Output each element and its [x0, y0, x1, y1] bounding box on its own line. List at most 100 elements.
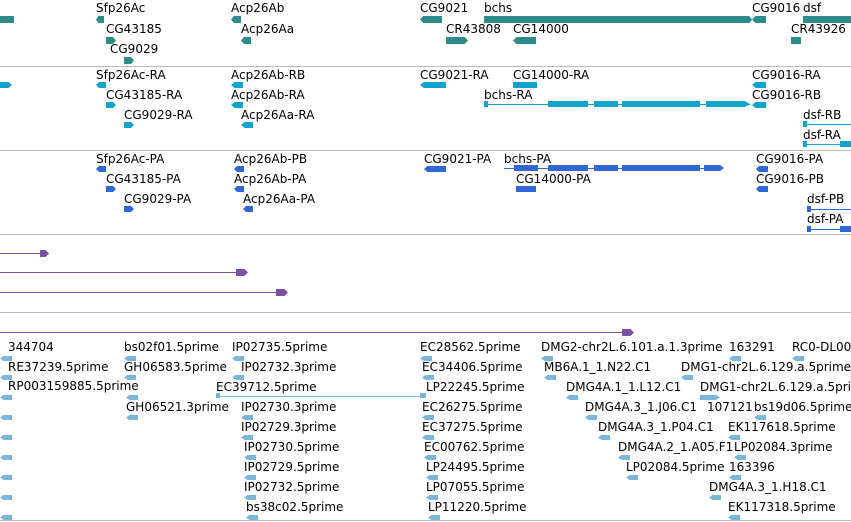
- purple-line[interactable]: [0, 292, 276, 293]
- est-label[interactable]: DMG2-chr2L.6.101.a.1.3prime: [541, 340, 723, 354]
- est-label[interactable]: IP02730.3prime: [241, 400, 337, 414]
- est-feature[interactable]: [544, 375, 556, 380]
- est-label[interactable]: EC28562.5prime: [420, 340, 521, 354]
- protein-label[interactable]: CG9016-PA: [756, 152, 824, 166]
- purple-line[interactable]: [0, 332, 624, 333]
- mrna-feature[interactable]: [231, 82, 243, 88]
- protein-label[interactable]: CG9021-PA: [424, 152, 492, 166]
- est-feature[interactable]: [244, 475, 256, 480]
- protein-feature[interactable]: [424, 166, 446, 172]
- est-label[interactable]: LP11220.5prime: [428, 500, 527, 514]
- est-feature[interactable]: [754, 415, 766, 420]
- protein-feature[interactable]: [756, 186, 768, 192]
- est-feature[interactable]: [0, 415, 12, 420]
- mrna-label[interactable]: CG9016-RA: [752, 68, 821, 82]
- est-label[interactable]: GH06521.3prime: [126, 400, 229, 414]
- est-feature[interactable]: [700, 395, 720, 400]
- est-feature[interactable]: [0, 455, 12, 460]
- gene-feature[interactable]: [241, 37, 251, 44]
- est-feature[interactable]: [709, 495, 721, 500]
- est-feature[interactable]: [420, 356, 432, 361]
- mrna-label[interactable]: CG9029-RA: [124, 108, 193, 122]
- mrna-label[interactable]: CG14000-RA: [513, 68, 590, 82]
- est-label[interactable]: EC39712.5prime: [216, 380, 317, 394]
- protein-feature[interactable]: [243, 206, 253, 212]
- est-label[interactable]: EC34406.5prime: [422, 360, 523, 374]
- est-feature[interactable]: [232, 356, 244, 361]
- est-label[interactable]: DMG4A.3_1.P04.C1: [598, 420, 714, 434]
- est-feature[interactable]: [792, 356, 804, 361]
- est-feature[interactable]: [0, 356, 12, 361]
- protein-label[interactable]: dsf-PA: [807, 212, 844, 226]
- mrna-feature[interactable]: [484, 101, 488, 107]
- gene-feature[interactable]: [791, 37, 801, 44]
- est-label[interactable]: EK117618.5prime: [728, 420, 836, 434]
- mrna-label[interactable]: dsf-RB: [803, 108, 842, 122]
- mrna-feature[interactable]: [752, 82, 766, 88]
- mrna-feature[interactable]: [231, 102, 243, 108]
- protein-label[interactable]: CG9016-PB: [756, 172, 825, 186]
- purple-line[interactable]: [0, 272, 236, 273]
- protein-feature[interactable]: [807, 226, 811, 232]
- est-label[interactable]: 107121: [707, 400, 753, 414]
- est-feature[interactable]: [241, 415, 253, 420]
- est-feature[interactable]: [246, 515, 258, 520]
- est-feature[interactable]: [0, 495, 12, 500]
- est-label[interactable]: DMG4A.1_1.L12.C1: [566, 380, 682, 394]
- gene-label[interactable]: CG43185: [106, 22, 162, 36]
- est-feature[interactable]: [126, 415, 138, 420]
- purple-line[interactable]: [0, 253, 42, 254]
- est-feature[interactable]: [124, 356, 136, 361]
- protein-feature[interactable]: [234, 186, 244, 192]
- mrna-feature[interactable]: [96, 82, 106, 88]
- est-feature[interactable]: [0, 475, 12, 480]
- est-label[interactable]: DMG1-chr2L.6.129.a.5prime: [681, 360, 851, 374]
- est-label[interactable]: bs19d06.5prime: [754, 400, 851, 414]
- est-feature[interactable]: [598, 435, 610, 440]
- mrna-label[interactable]: dsf-RA: [803, 128, 841, 142]
- gene-feature[interactable]: [513, 37, 536, 44]
- mrna-feature[interactable]: [803, 121, 807, 127]
- est-feature[interactable]: [422, 375, 434, 380]
- est-feature[interactable]: [626, 475, 638, 480]
- protein-feature[interactable]: [594, 165, 618, 171]
- est-label[interactable]: EC00762.5prime: [424, 440, 525, 454]
- est-feature[interactable]: [232, 375, 244, 380]
- est-feature[interactable]: [0, 375, 12, 380]
- est-label[interactable]: IP02735.5prime: [232, 340, 328, 354]
- est-feature[interactable]: [426, 475, 438, 480]
- est-label[interactable]: 163291: [729, 340, 775, 354]
- protein-feature[interactable]: [516, 186, 536, 192]
- est-feature[interactable]: [585, 415, 597, 420]
- est-feature[interactable]: [424, 455, 436, 460]
- est-label[interactable]: RC0-DL00: [792, 340, 851, 354]
- est-feature[interactable]: [422, 415, 434, 420]
- mrna-feature[interactable]: [124, 122, 134, 128]
- gene-feature[interactable]: [446, 37, 468, 44]
- gene-feature[interactable]: [96, 16, 104, 23]
- mrna-label[interactable]: CG43185-RA: [106, 88, 183, 102]
- mrna-label[interactable]: Acp26Aa-RA: [241, 108, 315, 122]
- est-label[interactable]: RE37239.5prime: [8, 360, 109, 374]
- gene-label[interactable]: CG9016: [752, 1, 801, 15]
- mrna-feature[interactable]: [106, 102, 116, 108]
- mrna-label[interactable]: Sfp26Ac-RA: [96, 68, 166, 82]
- est-feature[interactable]: [244, 495, 256, 500]
- gene-label[interactable]: Acp26Aa: [241, 22, 295, 36]
- protein-feature[interactable]: [622, 165, 700, 171]
- protein-feature[interactable]: [234, 166, 244, 172]
- est-label[interactable]: MB6A.1_1.N22.C1: [544, 360, 652, 374]
- est-feature[interactable]: [566, 395, 578, 400]
- est-label[interactable]: EK117318.5prime: [728, 500, 836, 514]
- est-label[interactable]: IP02732.5prime: [244, 480, 340, 494]
- mrna-label[interactable]: CG9016-RB: [752, 88, 822, 102]
- est-feature[interactable]: [420, 393, 426, 398]
- est-feature[interactable]: [541, 356, 553, 361]
- gene-feature[interactable]: [231, 16, 241, 23]
- mrna-label[interactable]: Acp26Ab-RB: [231, 68, 306, 82]
- est-feature[interactable]: [0, 435, 12, 440]
- mrna-label[interactable]: Acp26Ab-RA: [231, 88, 305, 102]
- est-feature[interactable]: [426, 495, 438, 500]
- est-label[interactable]: RP003159885.5prime: [8, 379, 139, 393]
- est-label[interactable]: DMG4A.2_1.A05.F1: [618, 440, 734, 454]
